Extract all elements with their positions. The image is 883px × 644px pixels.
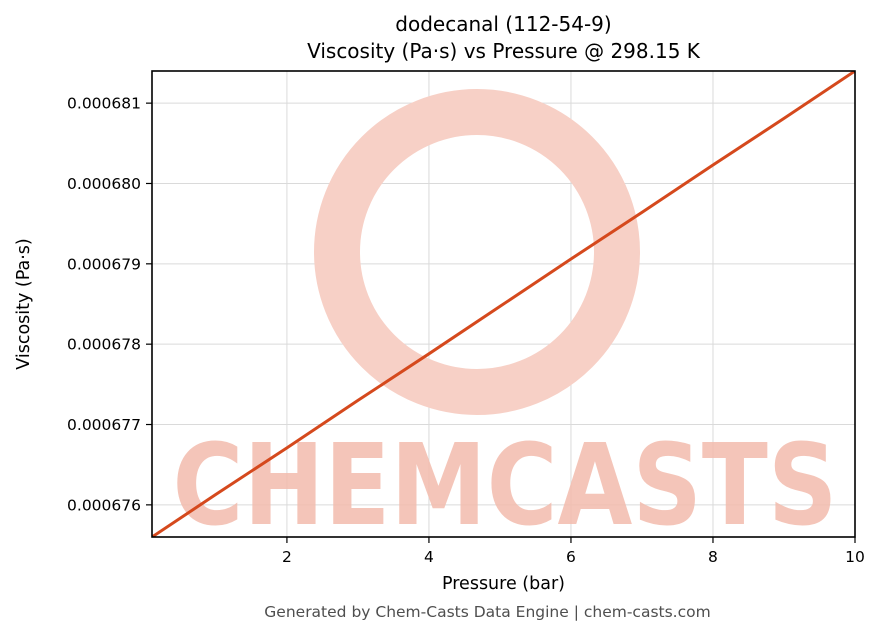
y-tick-label: 0.000676: [67, 496, 141, 514]
x-tick-label: 8: [708, 548, 718, 566]
y-tick-label: 0.000681: [67, 95, 141, 113]
x-axis-label: Pressure (bar): [442, 574, 565, 594]
x-tick-label: 2: [282, 548, 292, 566]
y-tick-label: 0.000678: [67, 336, 141, 354]
footer-text: Generated by Chem-Casts Data Engine | ch…: [264, 603, 711, 621]
x-tick-label: 4: [424, 548, 434, 566]
x-tick-label: 10: [845, 548, 865, 566]
axis-ticks: 2 4 6 8 10 0.000676 0.000677 0.000678 0.000679 0.…: [67, 95, 865, 566]
watermark-text: CHEMCASTS: [173, 421, 838, 551]
chart-title-line1: dodecanal (112-54-9): [395, 12, 612, 36]
y-axis-label: Viscosity (Pa·s): [14, 238, 34, 370]
data-line-layer: [152, 71, 855, 537]
y-tick-label: 0.000679: [67, 255, 141, 273]
data-line: [152, 71, 855, 537]
watermark-logo-ring: [314, 89, 640, 415]
chart-title-line2: Viscosity (Pa·s) vs Pressure @ 298.15 K: [307, 39, 700, 63]
plot-frame: [151, 70, 856, 538]
watermark: CHEMCASTS: [173, 89, 838, 551]
chart-title: dodecanal (112-54-9) Viscosity (Pa·s) vs…: [152, 11, 855, 65]
y-tick-label: 0.000680: [67, 175, 141, 193]
x-tick-label: 6: [566, 548, 576, 566]
y-tick-label: 0.000677: [67, 416, 141, 434]
